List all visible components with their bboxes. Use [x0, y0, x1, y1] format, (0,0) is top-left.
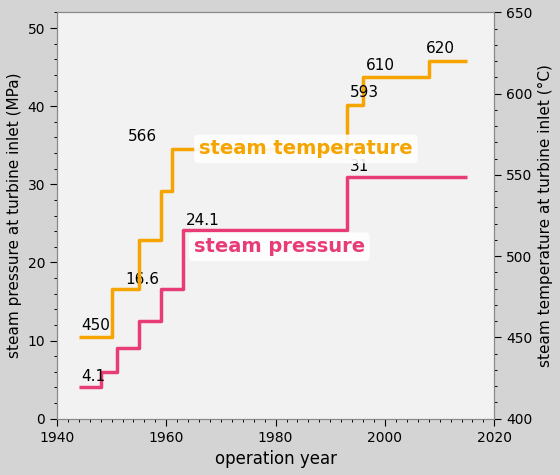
X-axis label: operation year: operation year	[214, 450, 337, 468]
Text: 566: 566	[128, 129, 157, 144]
Text: 610: 610	[366, 57, 395, 73]
Y-axis label: steam temperature at turbine inlet (°C): steam temperature at turbine inlet (°C)	[538, 64, 553, 367]
Text: 620: 620	[426, 41, 455, 57]
Text: 24.1: 24.1	[185, 213, 219, 228]
Text: steam temperature: steam temperature	[199, 140, 413, 159]
Text: 16.6: 16.6	[125, 272, 159, 287]
Y-axis label: steam pressure at turbine inlet (MPa): steam pressure at turbine inlet (MPa)	[7, 73, 22, 358]
Text: 31: 31	[349, 159, 369, 174]
Text: steam pressure: steam pressure	[194, 238, 365, 256]
Text: 450: 450	[82, 318, 110, 332]
Text: 4.1: 4.1	[82, 370, 106, 384]
Text: 593: 593	[349, 85, 379, 100]
